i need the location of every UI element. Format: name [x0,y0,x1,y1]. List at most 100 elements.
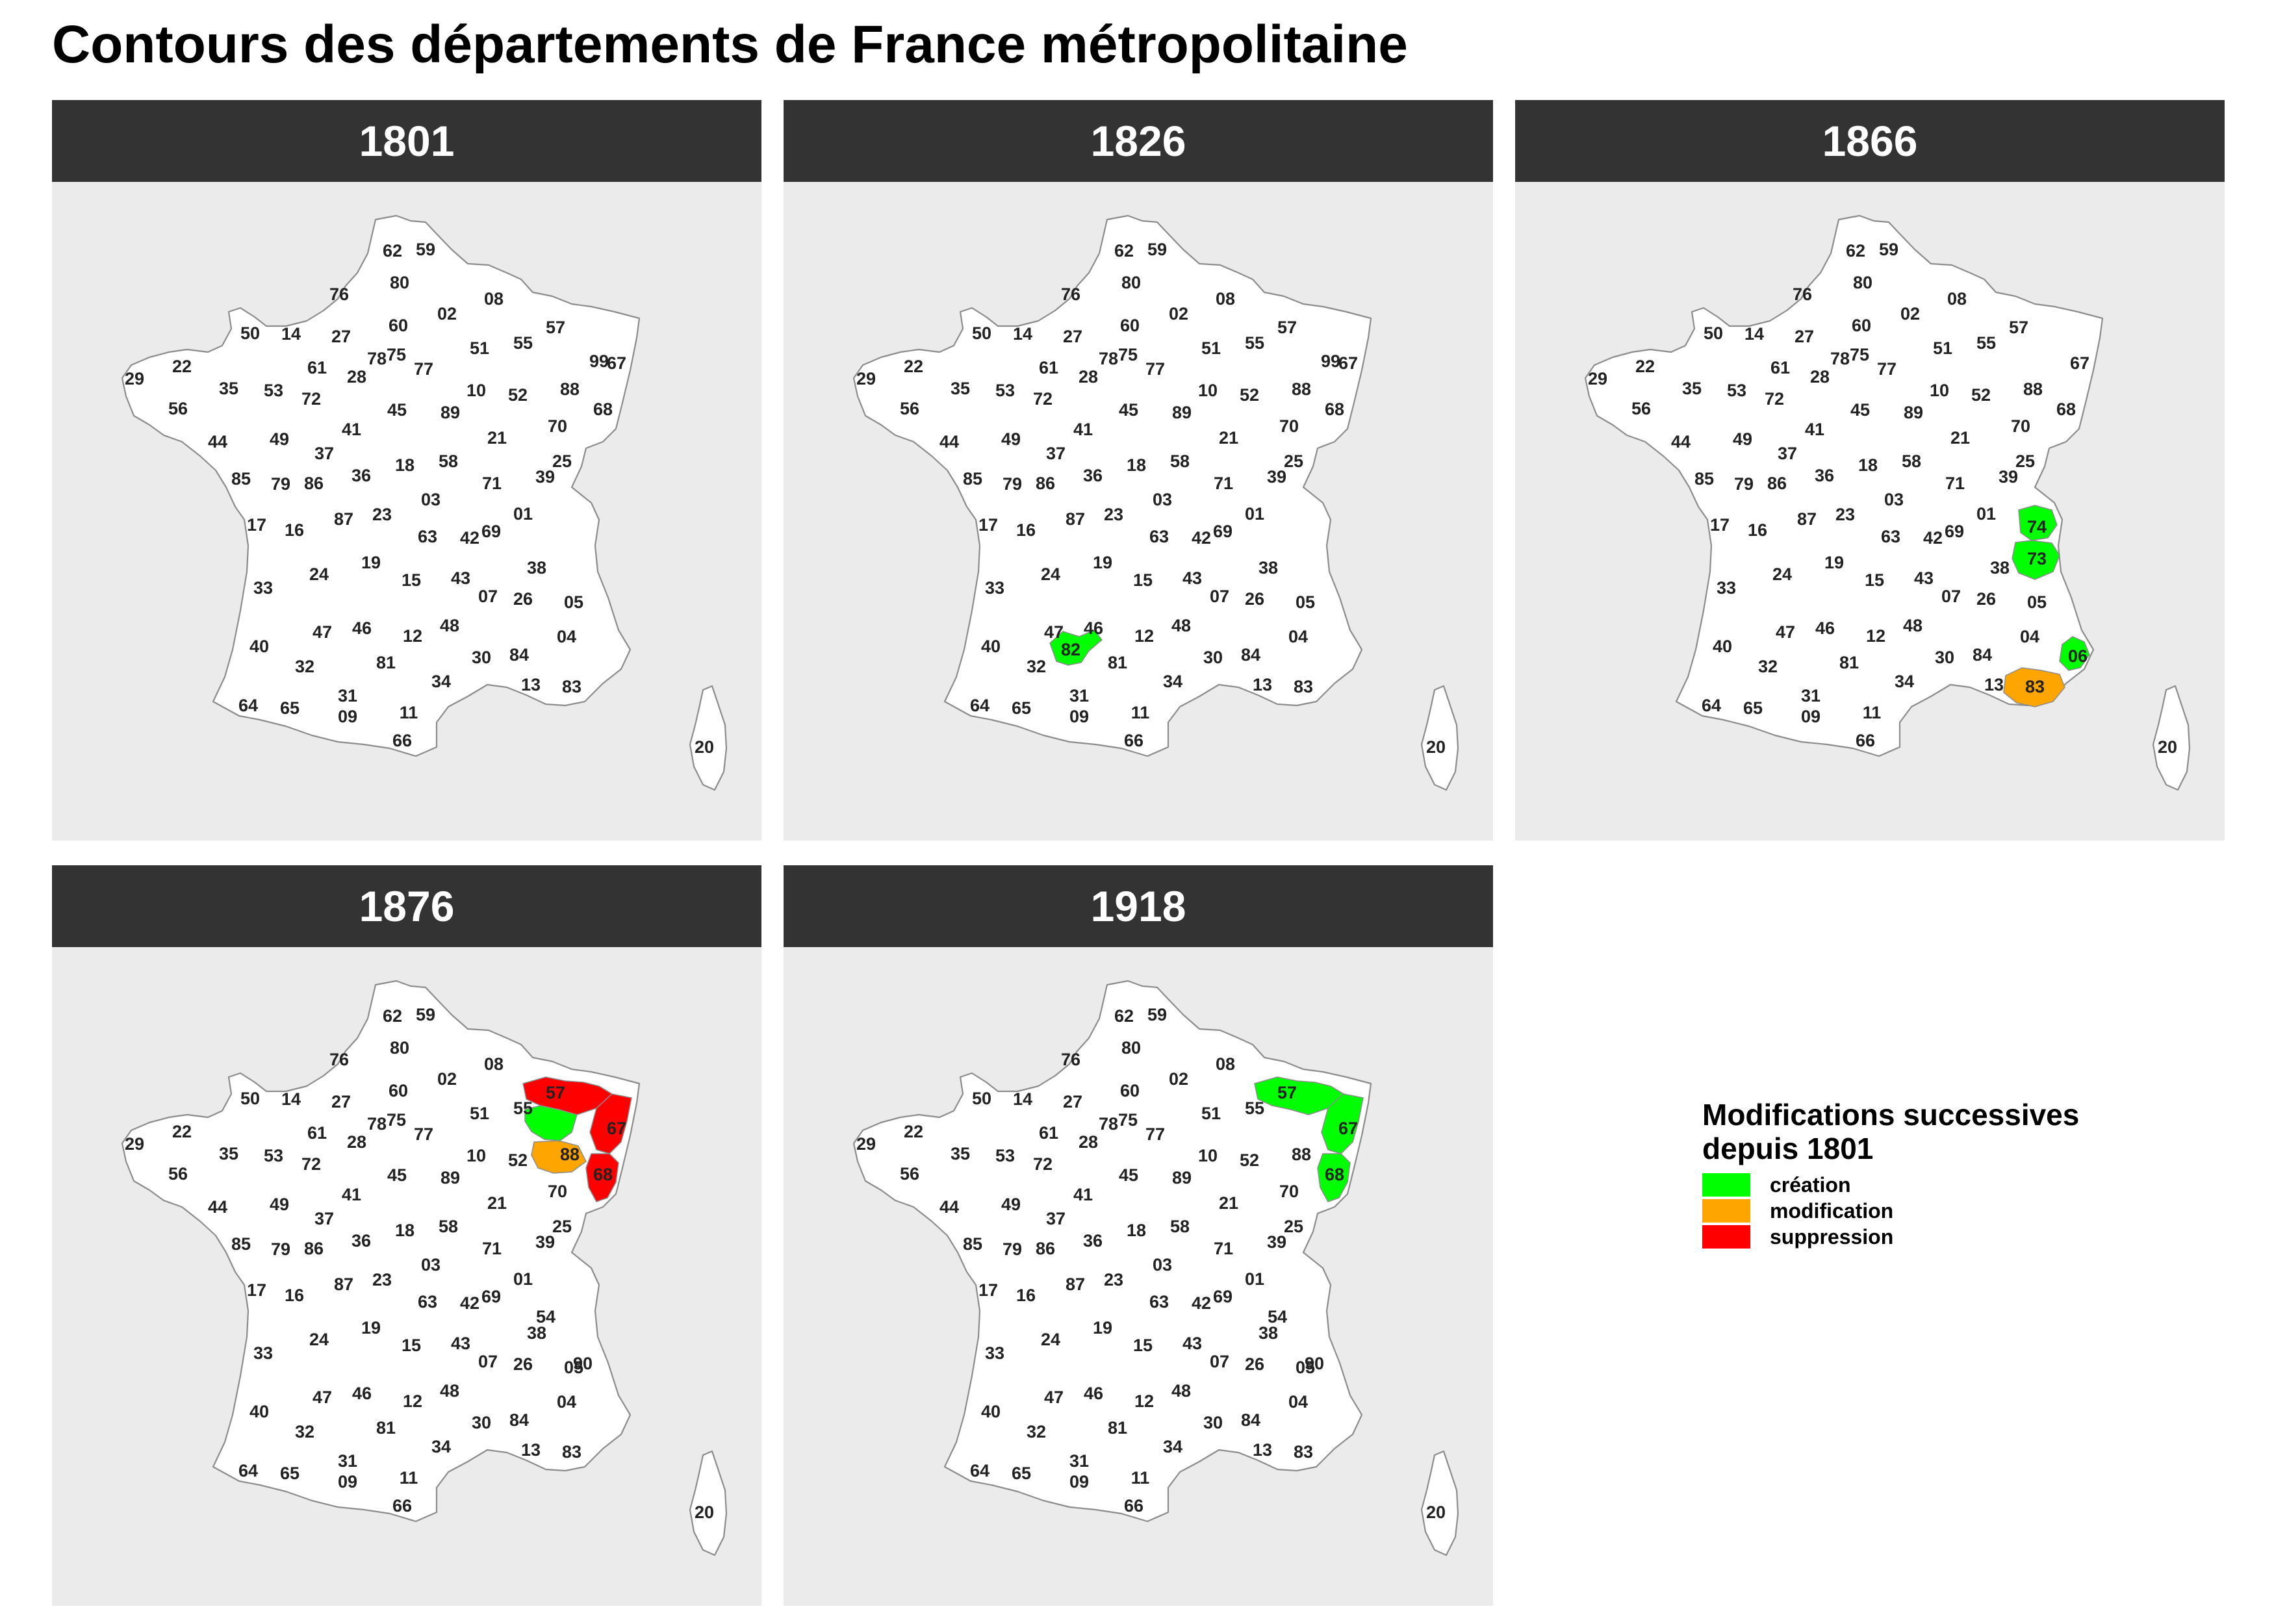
department-label-17: 17 [247,1280,266,1300]
department-label-48: 48 [440,616,459,635]
department-label-33: 33 [1717,578,1736,598]
department-label-39: 39 [535,467,555,487]
department-region-67-suppression [589,1093,632,1154]
department-label-20: 20 [695,1503,714,1522]
department-label-14: 14 [1013,1089,1032,1109]
department-label-26: 26 [513,1354,533,1374]
department-label-13: 13 [1253,675,1272,694]
department-label-30: 30 [1935,648,1954,667]
department-label-01: 01 [513,1269,533,1289]
department-label-85: 85 [231,1234,251,1254]
department-label-53: 53 [264,1146,283,1165]
department-label-63: 63 [418,527,437,546]
department-label-48: 48 [440,1381,459,1401]
department-label-78: 78 [1830,349,1850,368]
department-label-65: 65 [280,1464,300,1483]
department-label-08: 08 [1216,1054,1235,1074]
department-label-64: 64 [1702,696,1721,715]
department-label-25: 25 [1284,451,1303,471]
department-label-67: 67 [1338,353,1358,373]
department-label-86: 86 [1036,474,1055,493]
department-label-49: 49 [270,1195,289,1214]
department-label-26: 26 [1245,1354,1264,1374]
department-label-64: 64 [970,696,990,715]
department-label-11: 11 [400,1468,418,1488]
department-label-63: 63 [418,1292,437,1312]
department-label-76: 76 [1793,285,1812,304]
department-label-19: 19 [1093,553,1112,572]
department-label-40: 40 [981,637,1001,656]
department-label-83: 83 [1294,1442,1313,1462]
department-label-03: 03 [421,490,441,509]
department-label-43: 43 [1182,1334,1202,1353]
department-label-69: 69 [1213,1287,1233,1306]
department-label-65: 65 [1012,698,1031,718]
department-label-80: 80 [390,273,409,292]
mainland-outline [852,214,1372,757]
department-label-09: 09 [338,707,357,726]
department-label-78: 78 [367,1114,387,1134]
department-label-68: 68 [2056,400,2076,419]
department-label-23: 23 [1104,505,1123,524]
department-label-03: 03 [1153,490,1172,509]
department-label-76: 76 [1061,285,1080,304]
department-label-77: 77 [414,359,433,379]
department-label-37: 37 [1046,1209,1066,1228]
department-label-04: 04 [557,627,576,646]
department-label-23: 23 [372,1270,392,1289]
department-label-09: 09 [338,1472,357,1491]
department-label-33: 33 [985,578,1004,598]
department-label-62: 62 [1846,241,1865,260]
department-label-61: 61 [307,1123,327,1143]
department-label-62: 62 [383,1006,402,1026]
department-label-46: 46 [1815,618,1835,638]
department-label-20: 20 [1426,737,1446,757]
department-label-41: 41 [1073,1185,1093,1204]
department-label-85: 85 [963,469,982,488]
department-label-28: 28 [347,1132,366,1152]
department-label-07: 07 [1210,587,1229,606]
department-label-79: 79 [1734,474,1754,494]
department-label-63: 63 [1881,527,1900,546]
department-label-10: 10 [1930,381,1949,400]
department-label-75: 75 [387,345,406,364]
department-label-06: 06 [2068,646,2088,666]
department-label-81: 81 [376,1418,396,1438]
department-label-75: 75 [1118,1110,1138,1130]
department-label-38: 38 [527,558,546,577]
department-label-37: 37 [314,444,334,463]
department-label-84: 84 [509,645,529,665]
department-label-45: 45 [1850,400,1870,420]
department-label-89: 89 [441,403,460,422]
department-label-72: 72 [1033,389,1053,409]
legend-label: création [1770,1173,1851,1197]
department-label-04: 04 [2020,627,2039,646]
department-label-24: 24 [1772,565,1792,584]
department-label-81: 81 [1839,653,1859,672]
department-label-70: 70 [548,1182,567,1201]
department-label-69: 69 [1213,522,1233,541]
department-label-34: 34 [1895,672,1914,691]
department-label-86: 86 [304,474,324,493]
department-label-77: 77 [1145,1124,1165,1144]
france-map-1866: 62 59 80 76 60 02 08 50 14 27 78 75 77 51 55 57 67 29 22 61… [1584,214,2191,791]
department-label-05: 05 [564,592,583,612]
department-label-22: 22 [1635,357,1655,376]
department-label-83: 83 [562,677,581,696]
department-label-63: 63 [1149,1292,1169,1312]
department-label-67: 67 [607,1119,626,1138]
department-label-50: 50 [1704,324,1723,343]
department-label-25: 25 [1284,1217,1303,1236]
department-label-59: 59 [1879,240,1898,259]
department-label-31: 31 [338,686,357,705]
department-label-47: 47 [1044,622,1064,642]
department-label-21: 21 [1219,428,1238,448]
department-label-87: 87 [334,1275,353,1294]
department-region-74-creation [2018,505,2058,541]
department-label-77: 77 [414,1124,433,1144]
department-label-10: 10 [1198,381,1218,400]
department-label-68: 68 [593,1165,613,1184]
facet-strip-title: 1918 [784,865,1493,947]
department-label-65: 65 [1012,1464,1031,1483]
department-label-80: 80 [1121,273,1141,292]
